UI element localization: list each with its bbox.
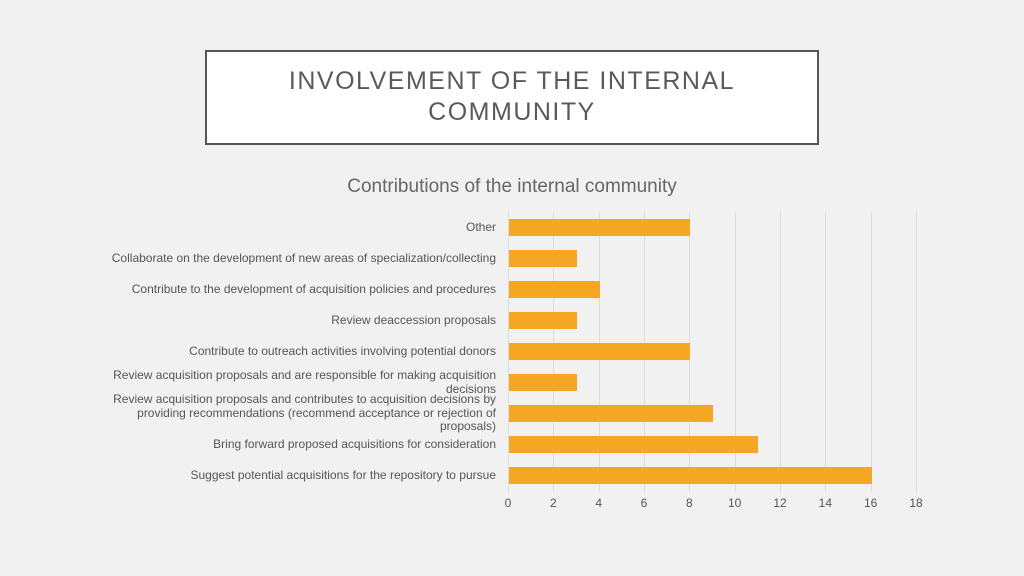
- chart-row: Review acquisition proposals and contrib…: [108, 398, 916, 429]
- x-tick-label: 0: [505, 496, 512, 510]
- bar: [509, 405, 713, 422]
- x-tick-label: 4: [595, 496, 602, 510]
- x-tick-label: 18: [909, 496, 922, 510]
- chart-row: Collaborate on the development of new ar…: [108, 243, 916, 274]
- x-tick-label: 6: [641, 496, 648, 510]
- chart-title: Contributions of the internal community: [0, 176, 1024, 198]
- bar: [509, 281, 600, 298]
- x-tick-label: 12: [773, 496, 786, 510]
- page-title: INVOLVEMENT OF THE INTERNAL COMMUNITY: [227, 66, 797, 129]
- x-tick-label: 16: [864, 496, 877, 510]
- chart-row: Contribute to outreach activities involv…: [108, 336, 916, 367]
- chart-row: Contribute to the development of acquisi…: [108, 274, 916, 305]
- bar-cell: [508, 460, 916, 491]
- bar: [509, 467, 872, 484]
- bar: [509, 343, 690, 360]
- bar-cell: [508, 243, 916, 274]
- category-label: Collaborate on the development of new ar…: [108, 252, 508, 266]
- x-tick-label: 2: [550, 496, 557, 510]
- x-axis: 024681012141618: [508, 496, 916, 516]
- chart-row: Review deaccession proposals: [108, 305, 916, 336]
- category-label: Review deaccession proposals: [108, 314, 508, 328]
- x-tick-label: 14: [819, 496, 832, 510]
- slide: INVOLVEMENT OF THE INTERNAL COMMUNITY Co…: [0, 0, 1024, 576]
- bar-cell: [508, 336, 916, 367]
- x-tick-label: 8: [686, 496, 693, 510]
- bar: [509, 312, 577, 329]
- x-tick-label: 10: [728, 496, 741, 510]
- bar-cell: [508, 429, 916, 460]
- contributions-chart: Other Collaborate on the development of n…: [108, 212, 916, 522]
- category-label: Other: [108, 221, 508, 235]
- bar-cell: [508, 305, 916, 336]
- bar: [509, 374, 577, 391]
- bar: [509, 436, 758, 453]
- bar-cell: [508, 274, 916, 305]
- bar-cell: [508, 212, 916, 243]
- bar-cell: [508, 367, 916, 398]
- bar: [509, 250, 577, 267]
- category-label: Contribute to outreach activities involv…: [108, 345, 508, 359]
- bar: [509, 219, 690, 236]
- chart-row: Suggest potential acquisitions for the r…: [108, 460, 916, 491]
- category-label: Review acquisition proposals and contrib…: [108, 393, 508, 434]
- chart-row: Other: [108, 212, 916, 243]
- category-label: Contribute to the development of acquisi…: [108, 283, 508, 297]
- category-label: Suggest potential acquisitions for the r…: [108, 469, 508, 483]
- category-label: Bring forward proposed acquisitions for …: [108, 438, 508, 452]
- bar-cell: [508, 398, 916, 429]
- gridline: [916, 212, 917, 492]
- title-box: INVOLVEMENT OF THE INTERNAL COMMUNITY: [205, 50, 819, 145]
